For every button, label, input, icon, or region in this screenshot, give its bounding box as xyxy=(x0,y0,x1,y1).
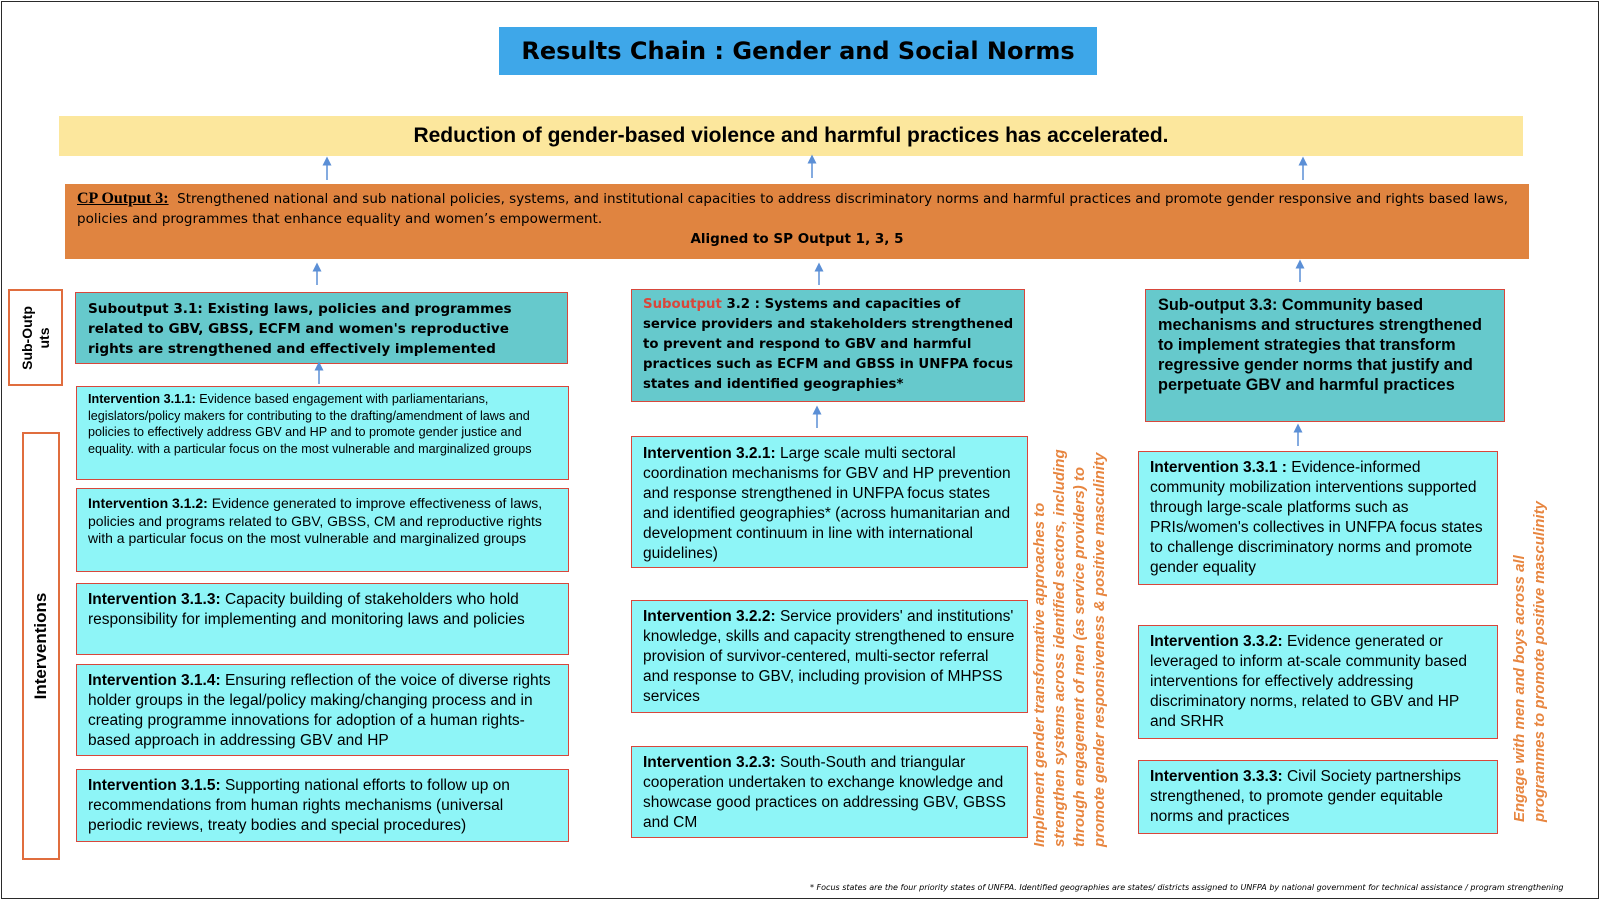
intervention-3-2-2: Intervention 3.2.2: Service providers' a… xyxy=(631,600,1028,713)
suboutput-3-3: Sub-output 3.3: Community based mechanis… xyxy=(1145,289,1505,422)
intervention-3-2-3-text: South-South and triangular cooperation u… xyxy=(643,754,1007,831)
intervention-3-3-3: Intervention 3.3.3: Civil Society partne… xyxy=(1138,760,1498,834)
intervention-3-1-4-label: Intervention 3.1.4: xyxy=(88,672,221,689)
intervention-3-1-3-text: Capacity building of stakeholders who ho… xyxy=(88,591,525,628)
intervention-3-2-2-label: Intervention 3.2.2: xyxy=(643,608,776,625)
intervention-3-1-4: Intervention 3.1.4: Ensuring reflection … xyxy=(76,664,569,756)
suboutputs-side-label: Sub-Outp uts xyxy=(8,289,63,386)
intervention-3-1-1: Intervention 3.1.1: Evidence based engag… xyxy=(76,386,569,480)
intervention-3-2-1: Intervention 3.2.1: Large scale multi se… xyxy=(631,436,1028,568)
goal-banner: Reduction of gender-based violence and h… xyxy=(59,116,1523,156)
vertical-note-column-2: Implement gender transformative approach… xyxy=(1031,449,1108,847)
intervention-3-1-5-label: Intervention 3.1.5: xyxy=(88,777,221,794)
cp-output-label: CP Output 3: xyxy=(77,190,169,207)
intervention-3-2-3-label: Intervention 3.2.3: xyxy=(643,754,776,771)
intervention-3-2-1-text: Large scale multi sectoral coordination … xyxy=(643,445,1011,562)
intervention-3-3-1-label: Intervention 3.3.1 : xyxy=(1150,459,1287,476)
suboutput-3-2: Suboutput 3.2 : Systems and capacities o… xyxy=(631,289,1025,402)
intervention-3-3-1: Intervention 3.3.1 : Evidence-informed c… xyxy=(1138,451,1498,585)
intervention-3-3-2-text: Evidence generated or leveraged to infor… xyxy=(1150,633,1468,730)
diagram-title: Results Chain : Gender and Social Norms xyxy=(499,27,1097,75)
interventions-side-text: Interventions xyxy=(31,592,50,700)
intervention-3-3-3-label: Intervention 3.3.3: xyxy=(1150,768,1283,785)
intervention-3-3-2-label: Intervention 3.3.2: xyxy=(1150,633,1283,650)
interventions-side-label: Interventions xyxy=(22,432,60,860)
suboutput-3-1: Suboutput 3.1: Existing laws, policies a… xyxy=(75,292,568,364)
intervention-3-3-3-text: Civil Society partnerships strengthened,… xyxy=(1150,768,1461,825)
intervention-3-3-1-text: Evidence-informed community mobilization… xyxy=(1150,459,1483,576)
intervention-3-1-3-label: Intervention 3.1.3: xyxy=(88,591,221,608)
intervention-3-1-2-label: Intervention 3.1.2: xyxy=(88,495,208,511)
intervention-3-2-3: Intervention 3.2.3: South-South and tria… xyxy=(631,746,1028,838)
intervention-3-1-2: Intervention 3.1.2: Evidence generated t… xyxy=(76,488,569,572)
suboutput-3-2-text: 3.2 : Systems and capacities of service … xyxy=(643,297,1014,392)
intervention-3-1-4-text: Ensuring reflection of the voice of dive… xyxy=(88,672,551,749)
intervention-3-1-1-label: Intervention 3.1.1: xyxy=(88,392,196,406)
intervention-3-1-2-text: Evidence generated to improve effectiven… xyxy=(88,495,543,546)
cp-output-text: Strengthened national and sub national p… xyxy=(77,191,1509,227)
suboutputs-side-text: Sub-Outp uts xyxy=(18,305,52,370)
intervention-3-3-2: Intervention 3.3.2: Evidence generated o… xyxy=(1138,625,1498,739)
intervention-3-2-1-label: Intervention 3.2.1: xyxy=(643,445,776,462)
vertical-note-column-3: Engage with men and boys across all prog… xyxy=(1511,501,1548,822)
intervention-3-1-3: Intervention 3.1.3: Capacity building of… xyxy=(76,583,569,655)
intervention-3-1-5: Intervention 3.1.5: Supporting national … xyxy=(76,769,569,842)
cp-output-box: CP Output 3: Strengthened national and s… xyxy=(65,184,1529,259)
cp-output-aligned: Aligned to SP Output 1, 3, 5 xyxy=(690,231,904,247)
suboutput-3-2-prefix: Suboutput xyxy=(643,297,722,312)
intervention-3-1-1-text: Evidence based engagement with parliamen… xyxy=(88,392,532,456)
footnote: * Focus states are the four priority sta… xyxy=(810,883,1564,892)
intervention-3-1-5-text: Supporting national efforts to follow up… xyxy=(88,777,510,834)
intervention-3-2-2-text: Service providers' and institutions' kno… xyxy=(643,608,1015,705)
